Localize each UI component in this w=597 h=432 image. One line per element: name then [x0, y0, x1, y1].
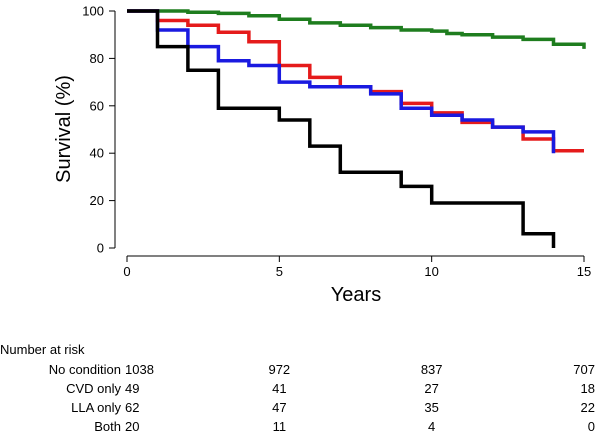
risk-value: 20 — [125, 419, 139, 432]
risk-value: 41 — [272, 381, 286, 396]
risk-value: 27 — [424, 381, 438, 396]
risk-value: 62 — [125, 400, 139, 415]
risk-value: 972 — [268, 362, 290, 377]
chart-series — [127, 9, 586, 248]
series-line-black — [127, 9, 556, 248]
risk-value: 47 — [272, 400, 286, 415]
risk-value: 707 — [573, 362, 595, 377]
risk-table-title: Number at risk — [0, 342, 85, 357]
x-tick-label: 5 — [276, 264, 283, 279]
risk-value: 1038 — [125, 362, 154, 377]
risk-table: Number at risk No condition 1038 972 837 707 C… — [0, 342, 595, 432]
risk-value: 0 — [588, 419, 595, 432]
y-tick-label: 40 — [90, 146, 104, 161]
risk-value: 35 — [424, 400, 438, 415]
risk-value: 4 — [428, 419, 435, 432]
risk-value: 22 — [581, 400, 595, 415]
y-tick-label: 100 — [82, 4, 104, 19]
risk-row-label: LLA only — [71, 400, 121, 415]
risk-row-label: Both — [94, 419, 121, 432]
y-tick-label: 80 — [90, 51, 104, 66]
y-axis-title: Survival (%) — [53, 75, 75, 183]
risk-value: 11 — [273, 419, 287, 432]
risk-value: 49 — [125, 381, 139, 396]
x-tick-label: 15 — [577, 264, 591, 279]
y-tick-label: 60 — [90, 98, 104, 113]
series-line-green — [127, 9, 586, 49]
y-tick-label: 20 — [90, 193, 104, 208]
chart-axes: 0 5 10 15 0 20 40 60 80 100 — [82, 4, 591, 280]
series-line-blue — [127, 9, 556, 154]
x-tick-label: 10 — [424, 264, 438, 279]
risk-row-label: No condition — [49, 362, 121, 377]
x-axis-title: Years — [331, 284, 381, 306]
risk-row-label: CVD only — [66, 381, 121, 396]
series-line-red — [127, 9, 584, 153]
y-tick-label: 0 — [97, 241, 104, 256]
risk-value: 837 — [421, 362, 443, 377]
x-tick-label: 0 — [123, 264, 130, 279]
risk-value: 18 — [581, 381, 595, 396]
